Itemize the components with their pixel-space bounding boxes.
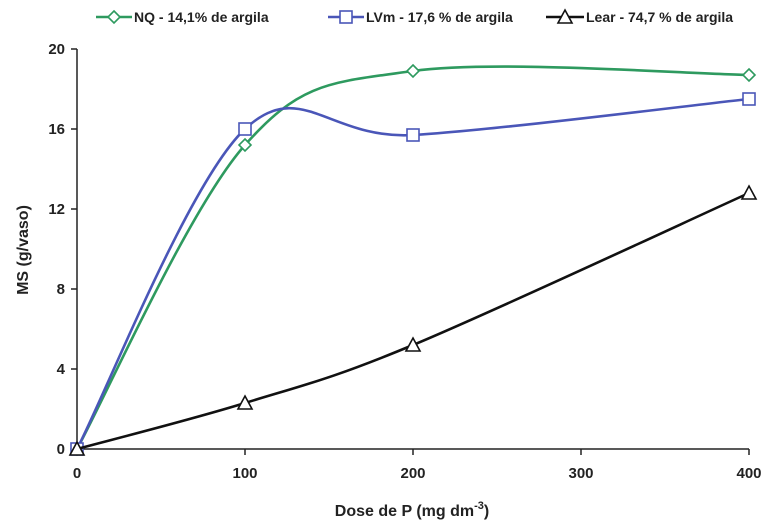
legend-item-lear: Lear - 74,7 % de argila [546, 8, 733, 25]
series-nq [69, 63, 757, 457]
x-tick-label: 400 [736, 465, 761, 482]
x-axis-title-main: Dose de P (mg dm [335, 503, 474, 520]
data-point-nq [741, 67, 757, 83]
data-point-lvm [238, 122, 252, 136]
y-tick-label: 8 [57, 281, 65, 298]
series-line-lvm [75, 97, 750, 450]
y-tick-label: 20 [48, 41, 65, 58]
legend-marker-lvm [339, 10, 353, 24]
legend-item-nq: NQ - 14,1% de argila [96, 9, 269, 25]
y-tick-label: 4 [57, 361, 66, 378]
series-lvm [70, 92, 756, 456]
data-point-lear [236, 394, 254, 410]
legend-item-lvm: LVm - 17,6 % de argila [328, 9, 513, 25]
legend-marker-nq [106, 9, 122, 25]
x-axis-title-sup: -3 [474, 500, 484, 512]
y-tick-label: 0 [57, 441, 65, 458]
legend-label-lear: Lear - 74,7 % de argila [586, 9, 733, 25]
data-point-lear [404, 336, 422, 352]
legend-label-nq: NQ - 14,1% de argila [134, 9, 269, 25]
legend-symbol-lvm [339, 10, 353, 24]
x-tick-label: 200 [400, 465, 425, 482]
data-point-lear [68, 440, 86, 456]
x-axis-title-end: ) [484, 503, 489, 520]
data-point-lear [740, 184, 758, 200]
data-point-nq [237, 137, 253, 153]
legend-symbol-lear [556, 8, 574, 24]
legend-symbol-nq [106, 9, 122, 25]
legend: NQ - 14,1% de argila LVm - 17,6 % de arg… [96, 8, 733, 25]
x-tick-label: 100 [232, 465, 257, 482]
data-point-lvm [406, 128, 420, 142]
series-line-lear [76, 191, 750, 451]
y-axis-title: MS (g/vaso) [15, 205, 32, 295]
series-lear [68, 184, 758, 456]
data-point-nq [405, 63, 421, 79]
x-tick-label: 300 [568, 465, 593, 482]
series-layer [68, 63, 758, 457]
data-point-lvm [742, 92, 756, 106]
x-tick-label: 0 [73, 465, 81, 482]
legend-marker-lear [556, 8, 574, 24]
legend-label-lvm: LVm - 17,6 % de argila [366, 9, 513, 25]
y-tick-label: 16 [48, 121, 65, 138]
series-line-nq [75, 65, 750, 450]
y-tick-label: 12 [48, 201, 65, 218]
x-axis-title: Dose de P (mg dm-3) [335, 500, 489, 520]
